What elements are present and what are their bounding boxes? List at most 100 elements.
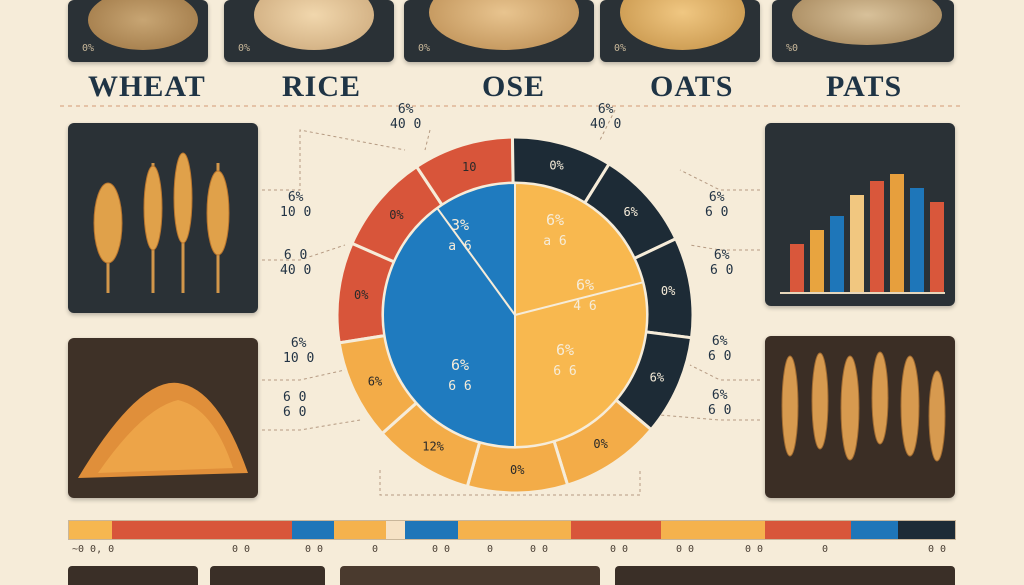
top-photo-rice: 0% — [224, 0, 394, 62]
bottom-panel — [615, 566, 955, 585]
label-line: 6% — [711, 388, 728, 403]
pie-ring-label: 0% — [389, 208, 404, 222]
color-key-strip — [68, 520, 956, 540]
pie-segment-sublabel: a 6 — [448, 239, 471, 254]
side-label: 6% 6 0 — [708, 388, 731, 418]
side-label: 6% 6 0 — [705, 190, 728, 220]
pie-segment-sublabel: 4 6 — [573, 299, 596, 314]
top-photo-tag: 0% — [614, 43, 627, 54]
label-line: 40 0 — [280, 263, 312, 278]
pie-segment-sublabel: 6 6 — [448, 379, 471, 394]
wheat-stalks-illustration — [93, 152, 230, 293]
bar-chart-illustration — [780, 174, 945, 294]
label-line: 6% — [711, 334, 728, 349]
strip-legend-item: 0 — [372, 544, 379, 555]
grain-pile-panel — [68, 338, 258, 498]
pie-inner-segment — [514, 181, 648, 449]
strip-legend-item: 0 — [822, 544, 829, 555]
pie-ring-label: 0% — [593, 437, 608, 451]
header-divider — [60, 105, 960, 107]
pie-ring-label: 0% — [549, 159, 564, 173]
pie-ring-label: 12% — [422, 440, 444, 454]
pie-ring-label: 0% — [661, 284, 676, 298]
category-wheat: WHEAT — [88, 70, 206, 103]
strip-segment — [500, 521, 572, 539]
panel-bar — [870, 181, 884, 293]
label-line: 6 0 — [283, 248, 308, 263]
wheat-ears-illustration — [781, 351, 946, 462]
label-line: 40 0 — [390, 117, 422, 132]
strip-segment — [571, 521, 662, 539]
strip-segment — [405, 521, 458, 539]
panel-bar — [850, 195, 864, 293]
pie-ring-label: 6% — [623, 205, 638, 219]
panel-bar — [830, 216, 844, 293]
label-line: 6 0 — [710, 263, 734, 278]
strip-legend-item: 0 0 — [432, 544, 451, 555]
top-photo-oats: 0% — [600, 0, 760, 62]
pie-ring-label: 0% — [510, 463, 525, 477]
panel-bar — [890, 174, 904, 293]
top-label: 6% 40 0 — [590, 102, 621, 132]
label-line: 6 0 — [705, 205, 729, 220]
top-photo-tag: 0% — [82, 43, 95, 54]
strip-segment — [291, 521, 335, 539]
strip-legend-item: 0 0 — [928, 544, 947, 555]
wheat-ears-panel — [765, 336, 955, 498]
strip-legend-item: 0 0 — [530, 544, 549, 555]
label-line: 6% — [597, 102, 614, 117]
panel-bar — [910, 188, 924, 293]
strip-segment — [898, 521, 955, 539]
strip-segment — [111, 521, 254, 539]
top-photo-tag: 0% — [418, 43, 431, 54]
strip-legend-item: 0 0 — [745, 544, 764, 555]
label-line: 6% — [397, 102, 414, 117]
pie-segment-label: 6% — [556, 341, 574, 359]
category-ose: OSE — [482, 70, 546, 103]
category-rice: RICE — [282, 70, 362, 103]
label-line: 10 0 — [283, 351, 315, 366]
pie-segment-label: 6% — [576, 276, 594, 294]
pie-ring-label: 6% — [650, 370, 665, 384]
top-photo-tag: 0% — [238, 43, 251, 54]
pie-ring-label: 0% — [354, 288, 369, 302]
panel-bar — [790, 244, 804, 293]
strip-legend-item: 0 0 — [232, 544, 251, 555]
strip-segment — [386, 521, 406, 539]
pie-divider — [436, 207, 516, 316]
top-photo-grain: 0% — [404, 0, 594, 62]
label-line: 6 0 — [283, 405, 307, 420]
strip-legend-item: 0 — [487, 544, 494, 555]
bottom-panel — [68, 566, 198, 585]
strip-legend-item: 0 0 — [676, 544, 695, 555]
label-line: 6 0 — [708, 349, 732, 364]
label-line: 6 0 — [283, 390, 307, 405]
top-photo-other: %0 — [772, 0, 954, 62]
side-label: 6% 6 0 — [708, 334, 731, 364]
strip-segment — [765, 521, 851, 539]
strip-segment — [334, 521, 387, 539]
pie-segment-sublabel: 6 6 — [553, 364, 576, 379]
pie-ring-label: 10 — [462, 160, 476, 174]
side-label: 6% 10 0 — [283, 336, 314, 366]
pie-divider — [514, 281, 644, 316]
pie-segment-sublabel: a 6 — [543, 234, 566, 249]
label-line: 6% — [290, 336, 307, 351]
category-oats: OATS — [650, 70, 734, 103]
side-label: 6% 10 0 — [280, 190, 311, 220]
grain-pile-illustration — [78, 382, 248, 478]
pie-ring-label: 6% — [368, 374, 383, 388]
wheat-stalks-panel — [68, 123, 258, 313]
pie-segment-label: 6% — [451, 356, 469, 374]
panel-bar — [810, 230, 824, 293]
top-photo-tag: %0 — [786, 43, 799, 54]
panel-bar — [930, 202, 944, 293]
grain-pie-chart: 0% 0% 10 0% 6% 0% 6% 0% 0% 12% 6% 6% a 6 6% 4 6 6% 6 6 3%… — [335, 135, 695, 495]
strip-legend-item: ~0 0, 0 — [72, 544, 115, 555]
top-label: 6% 40 0 — [390, 102, 421, 132]
bottom-panel — [210, 566, 325, 585]
pie-segment-label: 6% — [546, 211, 564, 229]
strip-legend-item: 0 0 — [305, 544, 324, 555]
strip-segment — [457, 521, 501, 539]
